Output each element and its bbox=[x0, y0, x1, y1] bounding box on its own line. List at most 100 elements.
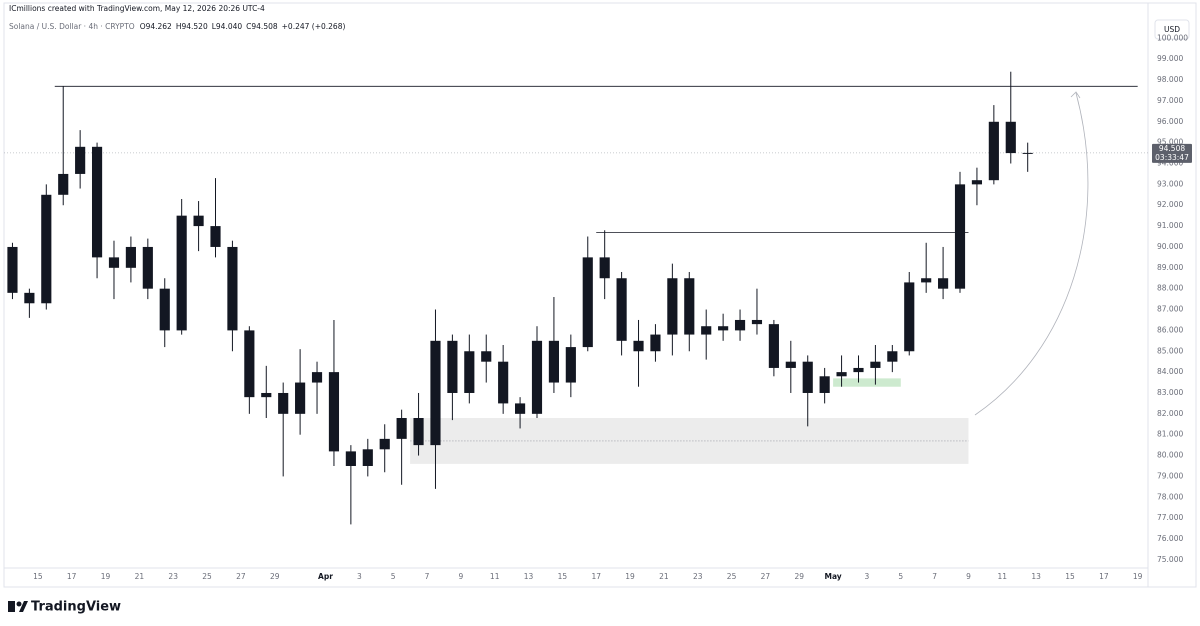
candle-body bbox=[515, 403, 526, 414]
y-tick-label: 77.000 bbox=[1157, 513, 1183, 522]
x-tick-label: 17 bbox=[1099, 572, 1109, 581]
candle-body bbox=[971, 180, 983, 185]
y-tick-label: 86.000 bbox=[1157, 325, 1183, 334]
x-tick-label: 27 bbox=[236, 572, 246, 581]
y-tick-label: 93.000 bbox=[1157, 179, 1183, 188]
logo-mark bbox=[16, 601, 22, 607]
candle-body bbox=[91, 146, 103, 258]
candle-body bbox=[1005, 121, 1016, 154]
last-price-box bbox=[1152, 143, 1192, 163]
candle-body bbox=[295, 382, 306, 414]
y-tick-label: 76.000 bbox=[1157, 534, 1183, 543]
projection-arrow bbox=[974, 92, 1089, 416]
logo-mark bbox=[19, 601, 28, 612]
candle-body bbox=[244, 330, 255, 398]
y-tick-label: 96.000 bbox=[1157, 117, 1183, 126]
ohlc-close: C94.508 bbox=[246, 22, 278, 31]
candle-body bbox=[328, 372, 340, 452]
candle-body bbox=[870, 361, 881, 368]
candle-body bbox=[751, 319, 763, 325]
y-tick-label: 97.000 bbox=[1157, 96, 1183, 105]
y-tick-label: 94.000 bbox=[1157, 159, 1183, 168]
y-tick-label: 85.000 bbox=[1157, 346, 1183, 355]
x-tick-label: 3 bbox=[357, 572, 362, 581]
x-tick-label: 13 bbox=[524, 572, 534, 581]
x-tick-label: Apr bbox=[318, 572, 333, 581]
y-tick-label: 100.000 bbox=[1157, 33, 1188, 42]
x-tick-label: 11 bbox=[490, 572, 500, 581]
candle-body bbox=[311, 372, 323, 383]
y-tick-label: 83.000 bbox=[1157, 388, 1183, 397]
candle-body bbox=[667, 278, 678, 335]
candle-body bbox=[464, 351, 475, 393]
candle-body bbox=[193, 215, 204, 227]
candle-body bbox=[108, 257, 120, 268]
y-tick-label: 89.000 bbox=[1157, 263, 1183, 272]
candle-body bbox=[159, 288, 170, 331]
candle-body bbox=[142, 246, 153, 289]
x-tick-label: 19 bbox=[101, 572, 111, 581]
candle-body bbox=[785, 361, 796, 368]
x-tick-label: 21 bbox=[135, 572, 145, 581]
candle-body bbox=[819, 376, 830, 393]
candle-body bbox=[125, 246, 136, 268]
candle-body bbox=[650, 334, 661, 352]
candle-body bbox=[7, 246, 18, 293]
x-tick-label: 3 bbox=[865, 572, 870, 581]
axes: 75.000 76.000 77.000 78.000 79.000 80.000 81.0… bbox=[33, 33, 1192, 581]
logo: TradingView bbox=[8, 600, 121, 615]
y-tick-label: 95.000 bbox=[1157, 138, 1183, 147]
candle-body bbox=[176, 215, 187, 331]
candle-body bbox=[887, 351, 898, 362]
x-tick-label: 13 bbox=[1031, 572, 1041, 581]
y-tick-label: 82.000 bbox=[1157, 409, 1183, 418]
candle-body bbox=[498, 361, 509, 404]
y-tick-label: 90.000 bbox=[1157, 242, 1183, 251]
candle-body bbox=[718, 326, 729, 331]
attribution: ICmillions created with TradingView.com,… bbox=[9, 4, 265, 13]
candle-body bbox=[684, 278, 695, 335]
candle-body bbox=[24, 292, 35, 304]
x-tick-label: 29 bbox=[794, 572, 804, 581]
x-tick-label: 9 bbox=[966, 572, 971, 581]
y-tick-label: 88.000 bbox=[1157, 284, 1183, 293]
candle-body bbox=[447, 340, 458, 393]
candle-body bbox=[210, 226, 221, 247]
x-tick-label: 15 bbox=[33, 572, 43, 581]
symbol: Solana / U.S. Dollar · 4h · CRYPTO bbox=[9, 22, 135, 31]
x-tick-label: 27 bbox=[761, 572, 771, 581]
currency-button[interactable] bbox=[1154, 19, 1190, 40]
x-tick-label: 29 bbox=[270, 572, 280, 581]
y-tick-label: 99.000 bbox=[1157, 54, 1183, 63]
y-tick-label: 91.000 bbox=[1157, 221, 1183, 230]
x-tick-label: 5 bbox=[391, 572, 396, 581]
x-tick-label: 7 bbox=[932, 572, 937, 581]
x-tick-label: 23 bbox=[693, 572, 703, 581]
ohlc-low: L94.040 bbox=[212, 22, 243, 31]
x-tick-label: 5 bbox=[898, 572, 903, 581]
ohlc-high: H94.520 bbox=[176, 22, 208, 31]
x-tick-label: 25 bbox=[202, 572, 212, 581]
plot-area bbox=[4, 71, 1148, 525]
candle-body bbox=[362, 449, 373, 466]
ohlc-open: O94.262 bbox=[140, 22, 172, 31]
x-tick-label: 23 bbox=[168, 572, 178, 581]
countdown-label: 03:33:47 bbox=[1155, 153, 1189, 162]
y-tick-label: 79.000 bbox=[1157, 471, 1183, 480]
ohlc-change: +0.247 (+0.268) bbox=[282, 22, 346, 31]
candle-body bbox=[616, 278, 627, 341]
candle-body bbox=[345, 451, 356, 466]
candle-body bbox=[853, 367, 864, 373]
y-tick-label: 78.000 bbox=[1157, 492, 1183, 501]
y-tick-label: 98.000 bbox=[1157, 75, 1183, 84]
candle-body bbox=[802, 361, 813, 393]
currency[interactable]: USD bbox=[1164, 25, 1180, 34]
x-tick-label: May bbox=[825, 572, 842, 581]
x-tick-label: 17 bbox=[591, 572, 601, 581]
candle-body bbox=[904, 282, 915, 352]
candle-body bbox=[734, 319, 746, 331]
candle-body bbox=[768, 324, 779, 368]
candle-body bbox=[633, 340, 644, 352]
candle-body bbox=[701, 326, 712, 335]
